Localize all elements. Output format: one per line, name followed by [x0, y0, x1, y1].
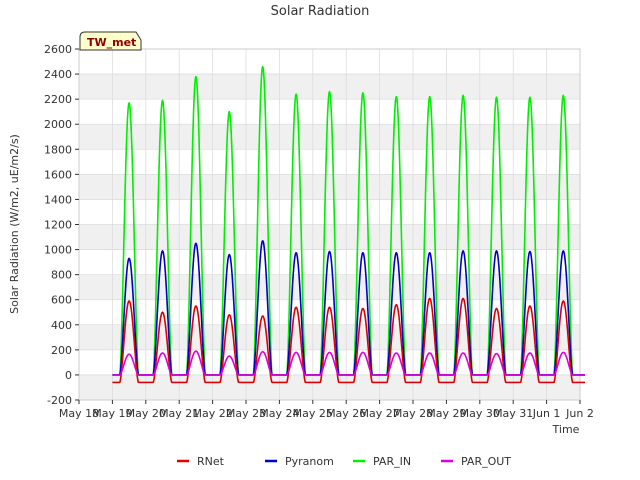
series-lines	[112, 65, 586, 384]
legend: RNet Pyranom PAR_IN PAR_OUT	[177, 455, 511, 468]
background-band	[79, 299, 580, 325]
series-line-rnet	[112, 297, 586, 384]
series-line-par-out	[112, 350, 586, 376]
legend-label-pyranom: Pyranom	[285, 455, 334, 468]
badge-label: TW_met	[87, 36, 136, 49]
y-axis-ticks: -200 0 200 400 600 800 1000 1200 1400 1600 1800 200…	[44, 43, 79, 407]
y-tick-label: 400	[51, 319, 72, 332]
x-tick-label: May 21	[159, 407, 199, 420]
y-tick-label: 2400	[44, 68, 72, 81]
y-tick-label: 1000	[44, 244, 72, 257]
x-tick-label: May 25	[293, 407, 333, 420]
background-band	[79, 99, 580, 125]
x-tick-label: May 19	[92, 407, 132, 420]
y-tick-label: -200	[47, 394, 72, 407]
x-axis-label: Time	[552, 423, 580, 436]
background-band	[79, 224, 580, 250]
background-band	[79, 249, 580, 275]
background-band	[79, 124, 580, 150]
x-tick-label: May 22	[192, 407, 232, 420]
legend-label-par-in: PAR_IN	[373, 455, 411, 468]
x-tick-label: May 31	[493, 407, 533, 420]
x-tick-label: May 29	[426, 407, 466, 420]
y-tick-label: 1800	[44, 143, 72, 156]
background-band	[79, 374, 580, 400]
x-tick-label: May 20	[126, 407, 166, 420]
y-axis-label: Solar Radiation (W/m2, uE/m2/s)	[8, 134, 21, 314]
legend-label-rnet: RNet	[197, 455, 225, 468]
background-band	[79, 324, 580, 350]
x-tick-label: May 26	[326, 407, 366, 420]
x-tick-label: May 27	[359, 407, 399, 420]
background-band	[79, 199, 580, 225]
y-tick-label: 2200	[44, 93, 72, 106]
y-tick-label: 0	[65, 369, 72, 382]
background-band	[79, 174, 580, 200]
y-tick-label: 800	[51, 269, 72, 282]
y-tick-label: 200	[51, 344, 72, 357]
x-tick-label: May 18	[59, 407, 99, 420]
y-tick-label: 1400	[44, 193, 72, 206]
x-tick-label: May 30	[460, 407, 500, 420]
y-tick-label: 2600	[44, 43, 72, 56]
background-band	[79, 49, 580, 75]
y-tick-label: 2000	[44, 118, 72, 131]
x-tick-label: Jun 2	[565, 407, 594, 420]
y-tick-label: 1200	[44, 219, 72, 232]
station-badge: TW_met	[79, 31, 142, 51]
badge-background	[79, 31, 142, 51]
y-tick-label: 600	[51, 294, 72, 307]
x-tick-label: May 28	[393, 407, 433, 420]
y-tick-label: 1600	[44, 168, 72, 181]
x-tick-label: Jun 1	[532, 407, 561, 420]
x-tick-label: May 24	[259, 407, 299, 420]
background-band	[79, 149, 580, 175]
x-tick-label: May 23	[226, 407, 266, 420]
legend-label-par-out: PAR_OUT	[461, 455, 511, 468]
background-band	[79, 274, 580, 300]
chart-title: Solar Radiation	[271, 4, 370, 19]
